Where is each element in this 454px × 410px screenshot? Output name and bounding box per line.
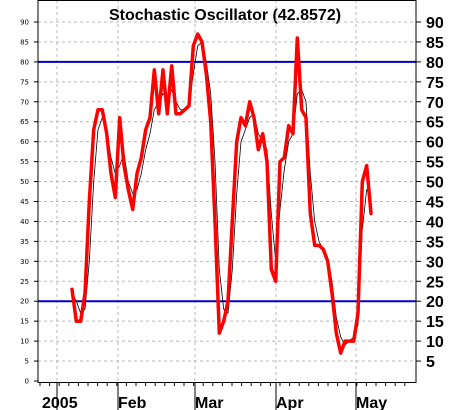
y-tick-label-right: 20 xyxy=(426,294,444,311)
x-tick-label: Apr xyxy=(276,395,304,410)
y-tick-label-left: 85 xyxy=(20,38,29,46)
y-tick-label-right: 35 xyxy=(426,234,444,251)
y-tick-label-left: 80 xyxy=(20,58,29,66)
y-tick-label-right: 25 xyxy=(426,274,444,291)
y-tick-label-right: 85 xyxy=(426,35,444,52)
y-tick-label-right: 80 xyxy=(426,55,444,72)
x-tick-label: Feb xyxy=(118,395,147,410)
y-tick-label-right: 60 xyxy=(426,135,444,152)
y-tick-label-left: 40 xyxy=(20,218,29,226)
y-tick-label-right: 65 xyxy=(426,115,444,132)
series-layer xyxy=(70,32,373,355)
y-tick-label-left: 20 xyxy=(20,298,29,306)
x-tick-label: Mar xyxy=(195,395,223,410)
y-tick-label-right: 5 xyxy=(426,354,435,371)
y-tick-label-left: 65 xyxy=(20,118,29,126)
y-tick-label-left: 90 xyxy=(20,19,29,27)
plot-frame xyxy=(37,0,417,383)
y-tick-label-left: 60 xyxy=(20,138,29,146)
y-tick-label-left: 5 xyxy=(25,358,29,366)
y-tick-label-right: 75 xyxy=(426,75,444,92)
y-axis-left: 0 5 10 15 20 25 30 35 40 45 50 55 60 65 70 75 80 85 90 xyxy=(20,19,38,386)
y-tick-label-left: 25 xyxy=(20,278,29,286)
chart-title: Stochastic Oscillator (42.8572) xyxy=(109,7,341,24)
x-tick-label: 2005 xyxy=(42,395,78,410)
y-tick-label-left: 35 xyxy=(20,238,29,246)
y-tick-label-left: 45 xyxy=(20,198,29,206)
y-tick-label-left: 55 xyxy=(20,158,29,166)
y-tick-label-right: 45 xyxy=(426,195,444,212)
y-tick-label-right: 55 xyxy=(426,155,444,172)
y-tick-label-left: 15 xyxy=(20,318,29,326)
y-tick-label-left: 0 xyxy=(25,378,29,386)
y-axis-right: 5 10 15 20 25 30 35 40 45 50 55 60 65 70 75 80 85 90 xyxy=(416,15,444,371)
y-tick-label-left: 75 xyxy=(20,78,29,86)
x-tick-label: May xyxy=(356,395,387,410)
series-main-line xyxy=(70,32,373,355)
y-tick-label-right: 10 xyxy=(426,334,444,351)
grid-layer xyxy=(38,0,416,382)
y-tick-label-right: 90 xyxy=(426,15,444,32)
y-tick-label-left: 70 xyxy=(20,98,29,106)
y-tick-label-left: 10 xyxy=(20,338,29,346)
y-tick-label-right: 40 xyxy=(426,214,444,231)
y-tick-label-right: 70 xyxy=(426,95,444,112)
y-tick-label-right: 15 xyxy=(426,314,444,331)
y-tick-label-right: 30 xyxy=(426,254,444,271)
x-axis: 2005 Feb Mar Apr May xyxy=(39,382,406,410)
y-tick-label-left: 50 xyxy=(20,178,29,186)
y-tick-label-left: 30 xyxy=(20,258,29,266)
y-tick-label-right: 50 xyxy=(426,175,444,192)
